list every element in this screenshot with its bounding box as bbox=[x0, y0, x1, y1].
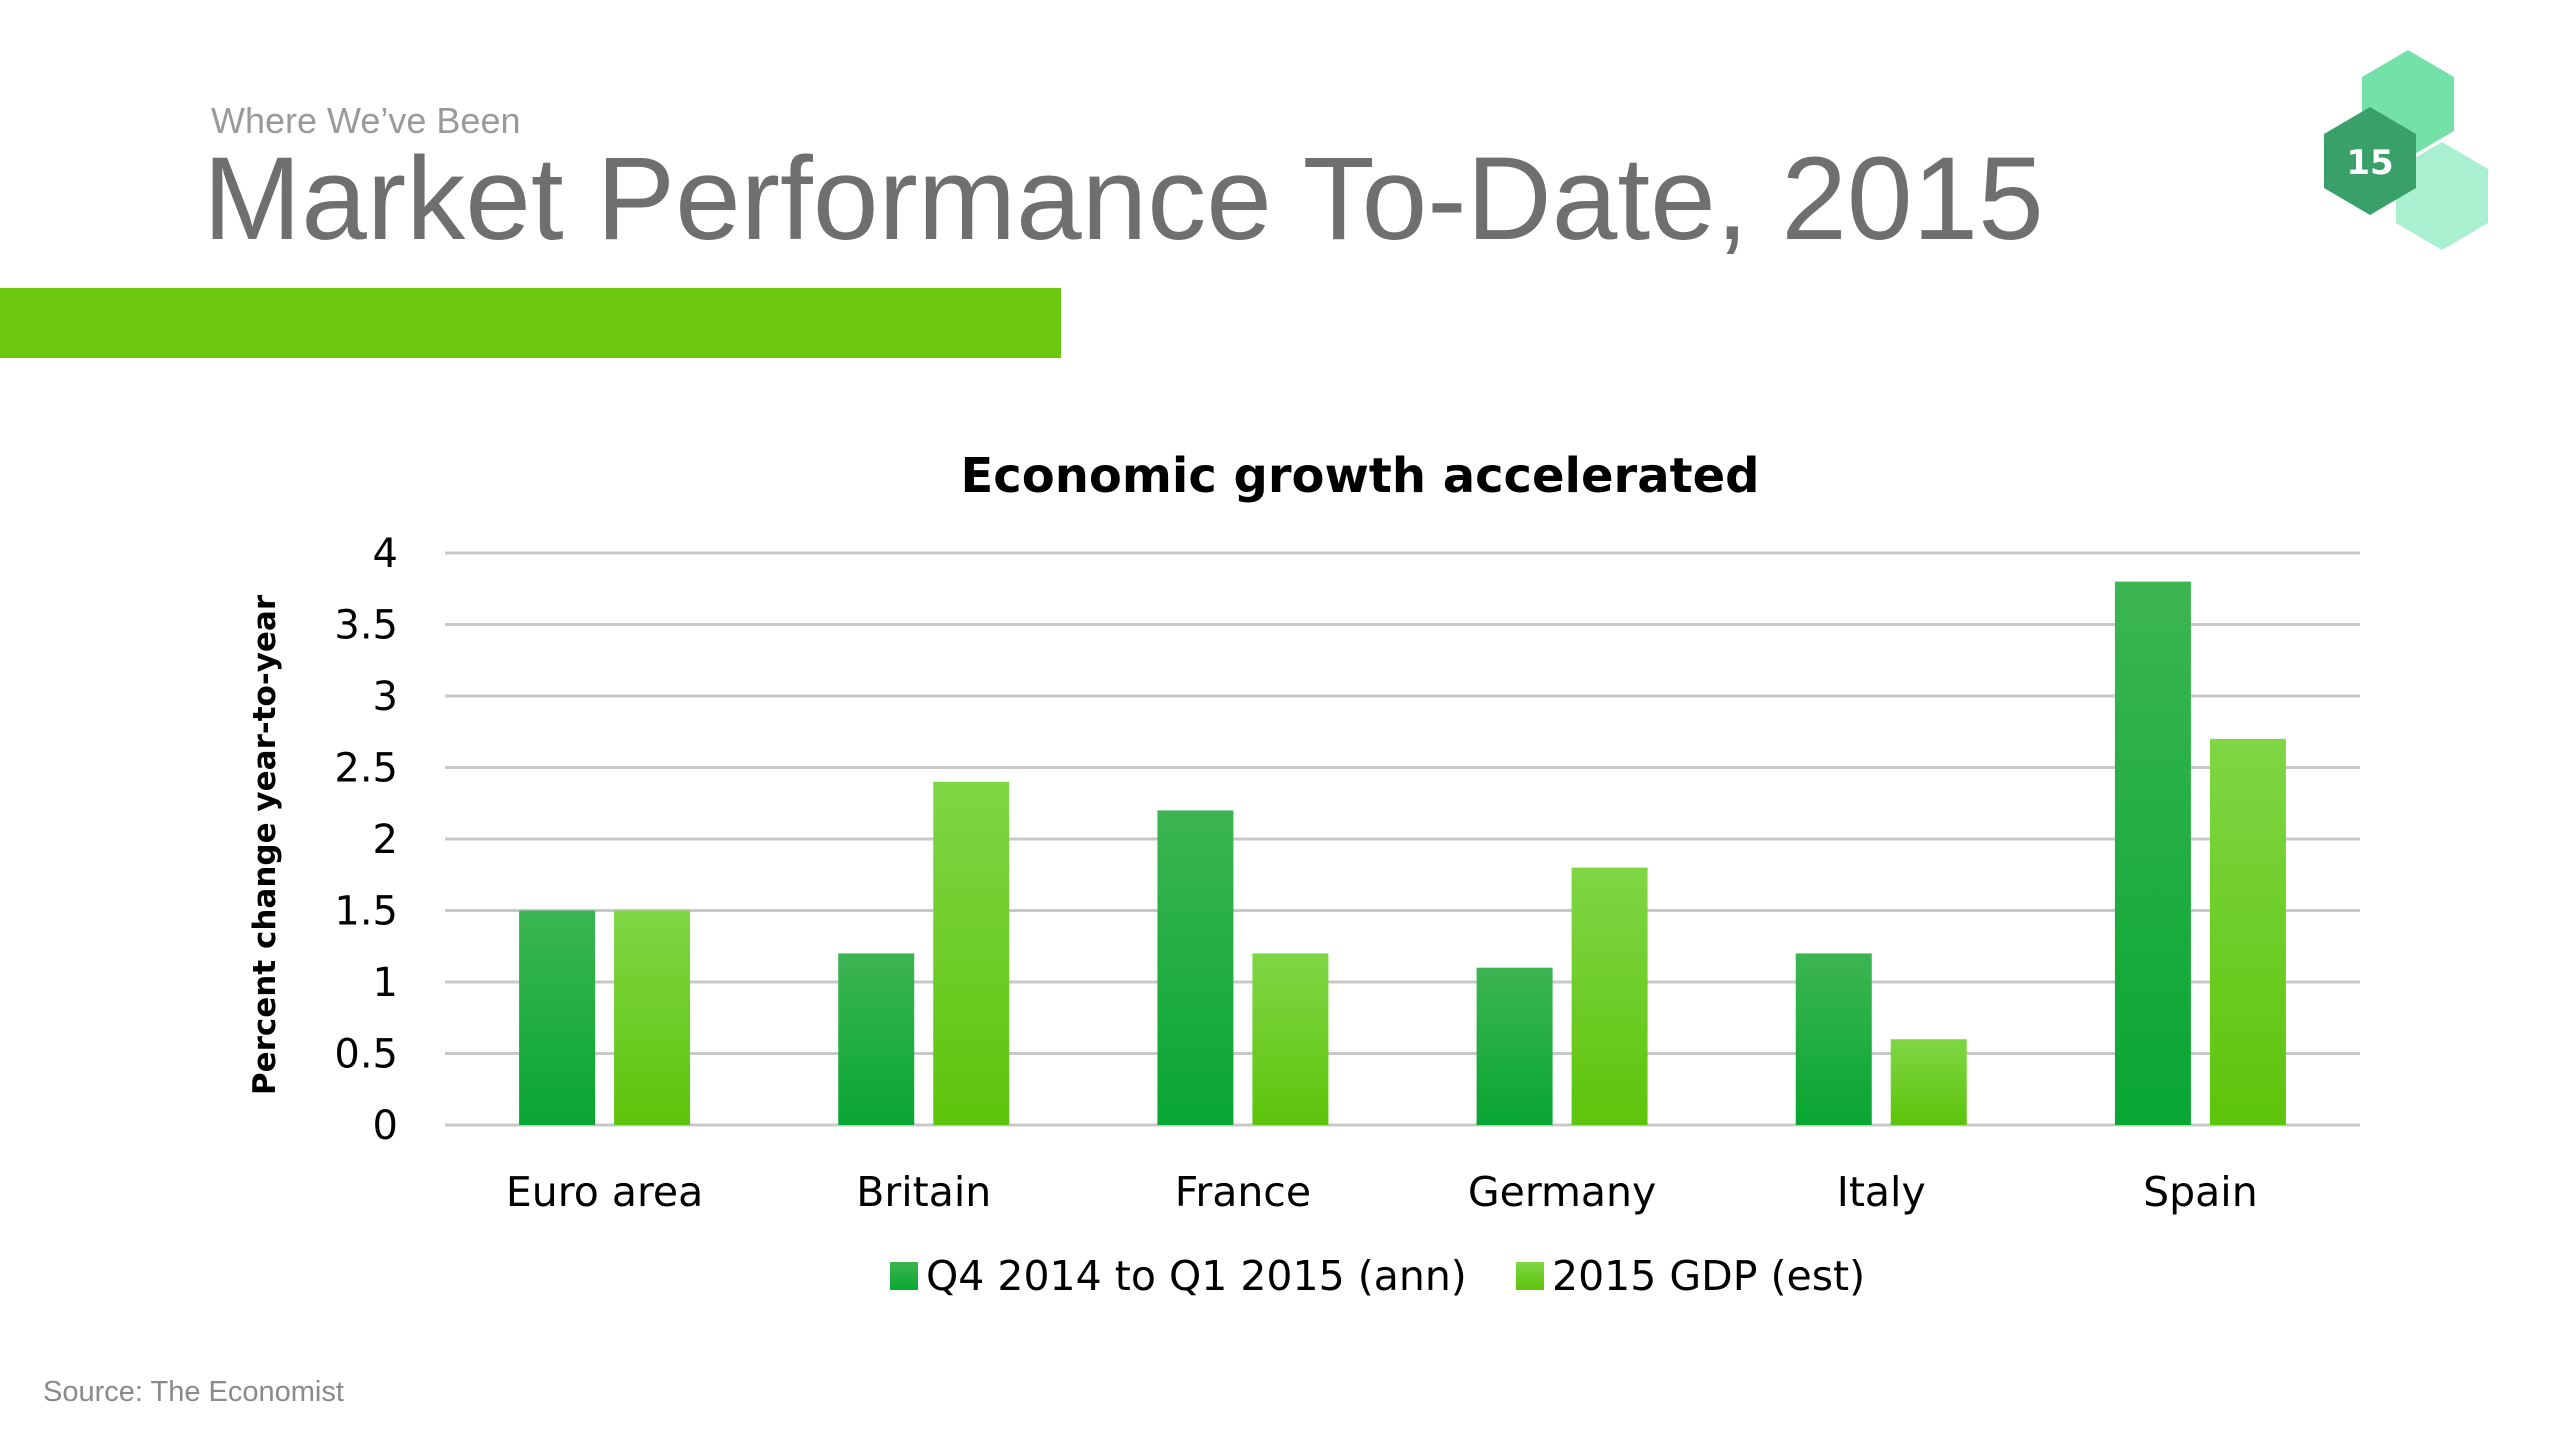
y-tick-label: 2 bbox=[373, 817, 398, 863]
y-tick-label: 1 bbox=[373, 960, 398, 1006]
source-note: Source: The Economist bbox=[43, 1376, 344, 1408]
chart-title: Economic growth accelerated bbox=[961, 448, 1760, 504]
bars bbox=[519, 581, 2286, 1125]
hexagon-dark-icon bbox=[2324, 107, 2416, 215]
y-axis-ticks: 0 0.5 1 1.5 2 2.5 3 3.5 4 bbox=[334, 531, 398, 1149]
slide-title: Market Performance To-Date, 2015 bbox=[203, 133, 2044, 265]
y-tick-label: 1.5 bbox=[334, 889, 398, 935]
hexagon-light-icon bbox=[2396, 142, 2488, 250]
legend-swatch bbox=[890, 1262, 918, 1290]
slide-number: 15 bbox=[2346, 143, 2393, 183]
bar-gdp-2015 bbox=[2209, 738, 2286, 1125]
y-tick-label: 3 bbox=[373, 674, 398, 720]
y-tick-label: 3.5 bbox=[334, 603, 398, 649]
hexagon-badge-icon: 15 bbox=[2324, 50, 2488, 250]
y-tick-label: 4 bbox=[373, 531, 398, 577]
bar-q4-q1 bbox=[1476, 967, 1553, 1125]
category-label: Euro area bbox=[506, 1168, 703, 1216]
category-label: Germany bbox=[1468, 1168, 1656, 1216]
legend-swatch bbox=[1516, 1262, 1544, 1290]
y-axis-label: Percent change year-to-year bbox=[247, 594, 283, 1095]
category-labels: Euro area Britain France Germany Italy Spain bbox=[506, 1168, 2258, 1216]
y-tick-label: 0.5 bbox=[334, 1032, 398, 1078]
bar-q4-q1 bbox=[519, 910, 596, 1125]
category-label: Spain bbox=[2143, 1168, 2258, 1216]
bar-q4-q1 bbox=[1795, 953, 1872, 1125]
bar-gdp-2015 bbox=[1890, 1039, 1967, 1125]
category-label: Britain bbox=[856, 1168, 991, 1216]
bar-gdp-2015 bbox=[1571, 867, 1648, 1125]
bar-gdp-2015 bbox=[933, 781, 1010, 1125]
legend: Q4 2014 to Q1 2015 (ann) 2015 GDP (est) bbox=[890, 1252, 1865, 1300]
gridlines bbox=[445, 551, 2360, 1127]
slide-kicker: Where We’ve Been bbox=[211, 100, 521, 141]
category-label: France bbox=[1175, 1168, 1311, 1216]
y-tick-label: 0 bbox=[373, 1103, 398, 1149]
legend-label: 2015 GDP (est) bbox=[1552, 1252, 1865, 1300]
bar-gdp-2015 bbox=[1252, 953, 1329, 1125]
bar-gdp-2015 bbox=[614, 910, 691, 1125]
bar-q4-q1 bbox=[2114, 581, 2191, 1125]
bar-q4-q1 bbox=[1157, 810, 1234, 1125]
title-accent-bar bbox=[0, 288, 1061, 358]
legend-label: Q4 2014 to Q1 2015 (ann) bbox=[926, 1252, 1467, 1300]
y-tick-label: 2.5 bbox=[334, 746, 398, 792]
category-label: Italy bbox=[1837, 1168, 1926, 1216]
bar-q4-q1 bbox=[838, 953, 915, 1125]
